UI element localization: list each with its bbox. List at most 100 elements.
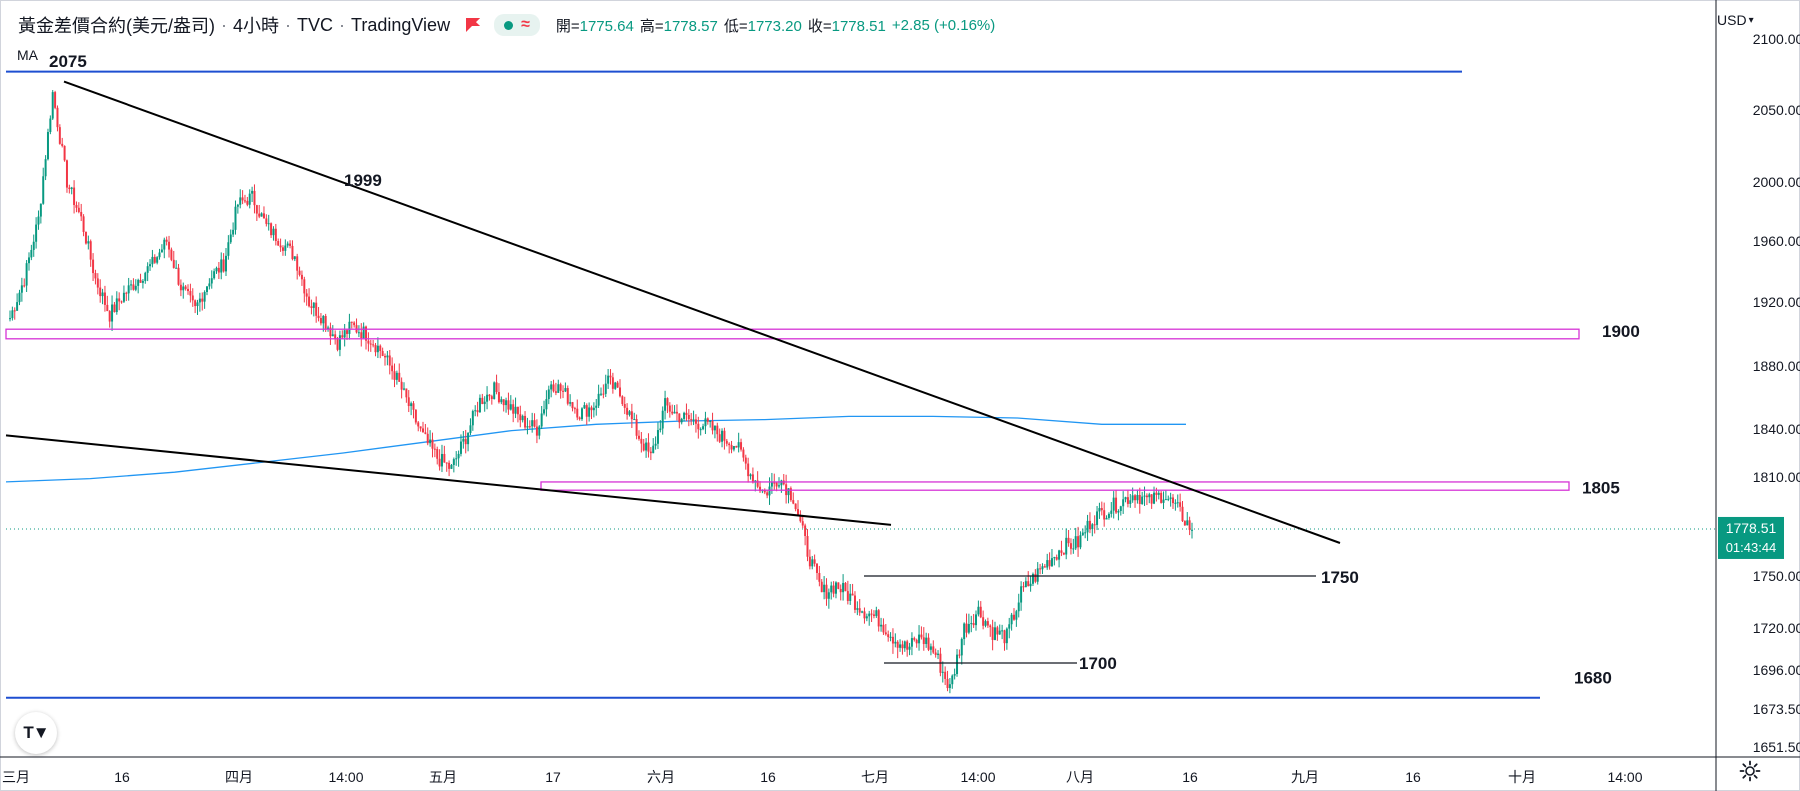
candle xyxy=(68,184,71,194)
flag-icon[interactable] xyxy=(466,18,481,32)
candle-body xyxy=(203,291,206,302)
candle xyxy=(607,369,610,389)
candle-body xyxy=(804,525,807,536)
candle xyxy=(490,394,493,405)
ohlc-close: 收=1778.51 xyxy=(808,15,886,36)
candle-body xyxy=(621,396,624,405)
candle-body xyxy=(789,488,792,501)
interval-label[interactable]: 4小時 xyxy=(233,16,280,36)
ma-indicator-label[interactable]: MA xyxy=(17,47,38,63)
candle xyxy=(227,235,230,260)
candle-body xyxy=(108,311,111,322)
candle xyxy=(1036,562,1039,585)
candle xyxy=(1103,502,1106,527)
candle-body xyxy=(934,652,937,655)
symbol-name[interactable]: 黃金差價合約(美元/盎司) xyxy=(18,16,215,36)
candle xyxy=(220,252,223,280)
currency-selector[interactable]: USD ▾ xyxy=(1717,12,1754,28)
candle xyxy=(208,278,211,290)
x-tick-label: 16 xyxy=(114,769,130,785)
candle xyxy=(683,411,686,422)
chevron-down-icon: ▾ xyxy=(1748,14,1754,26)
candle-body xyxy=(61,143,64,146)
market-status-pill[interactable]: ≈ xyxy=(494,14,540,36)
candle xyxy=(1020,581,1023,611)
ohlc-high: 高=1778.57 xyxy=(640,15,718,36)
candle xyxy=(797,500,799,517)
candle-body xyxy=(637,435,640,439)
candle xyxy=(1027,571,1030,587)
candle xyxy=(315,296,318,323)
candle xyxy=(751,467,754,484)
candle-body xyxy=(255,205,258,214)
candle-body xyxy=(687,414,690,420)
candle xyxy=(1043,563,1046,568)
candle-body xyxy=(891,636,894,644)
candle xyxy=(18,289,21,306)
candle xyxy=(469,418,472,436)
candle-body xyxy=(550,384,553,390)
candle xyxy=(260,212,263,217)
candle xyxy=(903,640,906,652)
candle-body xyxy=(697,423,700,430)
candle xyxy=(766,490,769,499)
candle xyxy=(977,600,980,617)
candle xyxy=(737,432,740,453)
candle-body xyxy=(70,187,73,189)
tradingview-logo-icon[interactable]: T▼ xyxy=(15,712,57,754)
gear-icon[interactable] xyxy=(1738,759,1762,783)
candle xyxy=(1086,514,1089,541)
candle xyxy=(640,432,643,453)
candle-body xyxy=(1081,532,1084,536)
candle xyxy=(1107,512,1110,520)
candle-body xyxy=(1001,630,1004,632)
candle xyxy=(246,196,249,207)
candle-body xyxy=(445,462,448,464)
last-price-tag xyxy=(1718,516,1784,559)
candle xyxy=(384,353,387,366)
candle xyxy=(908,642,911,656)
candle xyxy=(248,189,251,209)
candle-body xyxy=(424,432,427,434)
candle xyxy=(443,445,446,463)
candle xyxy=(300,270,303,286)
candle xyxy=(922,627,925,651)
candle-body xyxy=(716,425,719,435)
candle-body xyxy=(462,438,465,442)
candle xyxy=(543,400,546,416)
candle xyxy=(127,277,130,301)
candle-body xyxy=(806,535,809,557)
candle-body xyxy=(481,397,484,405)
candle xyxy=(1067,529,1070,547)
candle xyxy=(573,406,576,414)
candle-body xyxy=(1181,506,1184,522)
candle-body xyxy=(770,482,773,487)
candle xyxy=(1091,523,1094,537)
candle xyxy=(946,670,949,692)
candle xyxy=(241,190,244,205)
candle-body xyxy=(270,223,273,236)
x-tick-label: 三月 xyxy=(2,769,30,785)
candle-body xyxy=(239,197,242,205)
candle xyxy=(1143,486,1146,506)
candle-body xyxy=(1034,573,1037,582)
candle-body xyxy=(191,295,194,301)
y-tick-label: 1750.00 xyxy=(1753,568,1800,584)
candle-body xyxy=(1119,506,1122,511)
candle-body xyxy=(654,443,657,446)
candle-body xyxy=(984,621,987,626)
candle-body xyxy=(678,413,681,423)
candle-body xyxy=(414,409,417,423)
candle-body xyxy=(1150,494,1153,504)
candle xyxy=(405,388,408,403)
candle xyxy=(1176,494,1179,508)
candle-body xyxy=(1091,524,1094,530)
candle-body xyxy=(322,316,325,324)
candle-body xyxy=(979,606,982,618)
candle-body xyxy=(1017,602,1020,612)
candle xyxy=(125,291,128,302)
candle-body xyxy=(910,638,913,647)
candle xyxy=(1098,502,1101,519)
candle-body xyxy=(1015,611,1018,620)
